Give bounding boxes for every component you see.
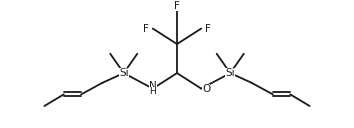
Text: Si: Si xyxy=(225,68,235,78)
Text: H: H xyxy=(149,87,156,96)
Text: N: N xyxy=(149,81,157,90)
Text: F: F xyxy=(143,24,149,34)
Text: O: O xyxy=(202,84,210,94)
Text: Si: Si xyxy=(119,68,129,78)
Text: F: F xyxy=(174,1,180,11)
Text: F: F xyxy=(205,24,211,34)
